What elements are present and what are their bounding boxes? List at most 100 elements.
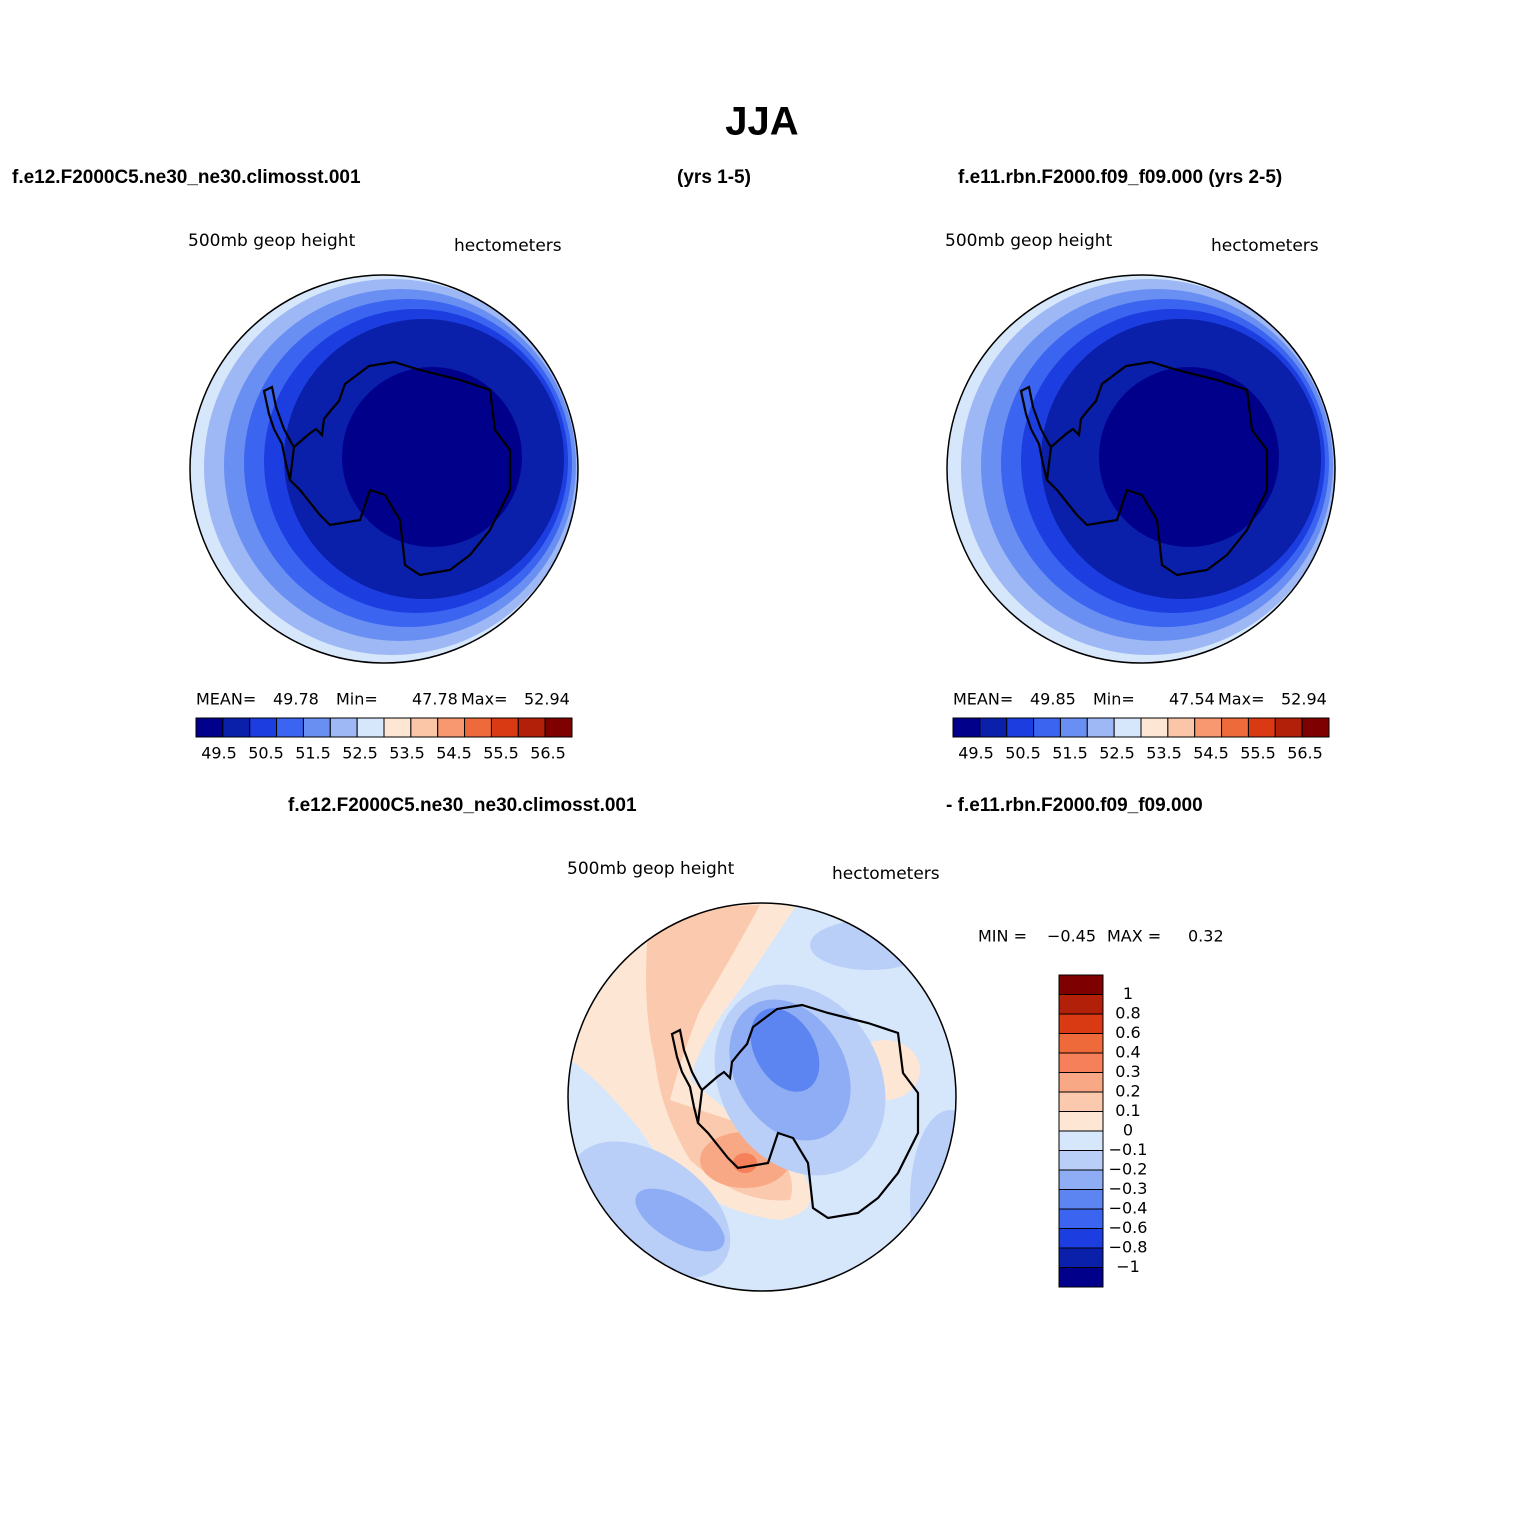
- stat-label: Min=: [336, 690, 378, 709]
- colorbar-box: [1058, 994, 1104, 1015]
- colorbar-label: 0.4: [1115, 1043, 1140, 1062]
- map-border: [189, 274, 579, 664]
- stat-label: MEAN=: [196, 690, 256, 709]
- colorbar-label: 56.5: [530, 744, 566, 763]
- map-border: [567, 902, 957, 1292]
- coastline: [1045, 360, 1269, 577]
- stat-label: Min=: [1093, 690, 1135, 709]
- colorbar-box: [1247, 717, 1276, 738]
- colorbar-box: [1058, 1130, 1104, 1151]
- colorbar-box: [1167, 717, 1196, 738]
- colorbar-box: [1113, 717, 1142, 738]
- colorbar-box: [979, 717, 1008, 738]
- stat-label: Max=: [1218, 690, 1264, 709]
- units-label: hectometers: [454, 236, 562, 256]
- colorbar-label: −1: [1116, 1257, 1140, 1276]
- colorbar-box: [1059, 717, 1088, 738]
- contour-band: [342, 367, 522, 547]
- map-border: [946, 274, 1336, 664]
- colorbar-box: [302, 717, 331, 738]
- colorbar-label: 0.6: [1115, 1023, 1140, 1042]
- colorbar-box: [1058, 1189, 1104, 1210]
- map: [947, 275, 1335, 663]
- stat-value: 52.94: [524, 690, 570, 709]
- coastline: [696, 1003, 920, 1220]
- header-left: f.e12.F2000C5.ne30_ne30.climosst.001: [12, 167, 361, 188]
- colorbar-label: −0.8: [1109, 1238, 1148, 1257]
- colorbar-label: −0.4: [1109, 1199, 1148, 1218]
- contour-band: [750, 1008, 820, 1092]
- colorbar-box: [517, 717, 546, 738]
- colorbar-box: [490, 717, 519, 738]
- stat-value: 49.85: [1030, 690, 1076, 709]
- colorbar-box: [1058, 1033, 1104, 1054]
- colorbar-box: [1058, 1072, 1104, 1093]
- colorbar-box: [1058, 1208, 1104, 1229]
- colorbar-label: 51.5: [295, 744, 331, 763]
- colorbar-label: 0.2: [1115, 1082, 1140, 1101]
- colorbar-box: [1058, 1228, 1104, 1249]
- contour-band: [646, 905, 792, 1201]
- contour-band: [910, 1110, 956, 1290]
- units-label: hectometers: [832, 864, 940, 884]
- stat-value: 0.32: [1188, 927, 1224, 946]
- stat-value: 47.78: [412, 690, 458, 709]
- colorbar-box: [1058, 1111, 1104, 1132]
- colorbar-label: 0.1: [1115, 1101, 1140, 1120]
- variable-label: 500mb geop height: [945, 231, 1113, 251]
- header-right: f.e11.rbn.F2000.f09_f09.000 (yrs 2-5): [958, 167, 1282, 188]
- colorbar-box: [1274, 717, 1303, 738]
- colorbar-box: [437, 717, 466, 738]
- diff-title-right: - f.e11.rbn.F2000.f09_f09.000: [946, 795, 1203, 816]
- colorbar-box: [1301, 717, 1330, 738]
- colorbar-box: [276, 717, 304, 738]
- stat-value: 47.54: [1169, 690, 1215, 709]
- colorbar-box: [1058, 1267, 1104, 1288]
- colorbar-box: [1058, 1052, 1104, 1073]
- coastline: [288, 360, 512, 577]
- colorbar-box: [1058, 1150, 1104, 1171]
- colorbar-label: 56.5: [1287, 744, 1323, 763]
- colorbar-label: 50.5: [248, 744, 284, 763]
- stat-value: −0.45: [1047, 927, 1096, 946]
- colorbar-box: [464, 717, 492, 738]
- diff-title-left: f.e12.F2000C5.ne30_ne30.climosst.001: [288, 795, 637, 816]
- colorbar-label: 0: [1123, 1121, 1133, 1140]
- colorbar-label: −0.1: [1109, 1140, 1148, 1159]
- colorbar-label: 49.5: [958, 744, 994, 763]
- contour-band: [635, 1188, 725, 1252]
- colorbar-label: 55.5: [1240, 744, 1276, 763]
- colorbar-box: [1086, 717, 1115, 738]
- stat-value: 49.78: [273, 690, 319, 709]
- stat-label: MAX =: [1107, 927, 1161, 946]
- colorbar-box: [1140, 717, 1169, 738]
- colorbar-box: [1058, 1169, 1104, 1190]
- colorbar-box: [1221, 717, 1249, 738]
- colorbar-box: [410, 717, 439, 738]
- contour-band: [810, 920, 930, 970]
- colorbar-box: [195, 717, 224, 738]
- contour-band: [733, 1153, 757, 1173]
- colorbar-label: 53.5: [389, 744, 425, 763]
- colorbar-label: 49.5: [201, 744, 237, 763]
- colorbar-box: [1058, 1013, 1104, 1034]
- figure-title: JJA: [725, 100, 798, 144]
- colorbar-label: 52.5: [1099, 744, 1135, 763]
- colorbar-box: [1058, 1091, 1104, 1112]
- header-middle: (yrs 1-5): [677, 167, 751, 188]
- colorbar-box: [1058, 1247, 1104, 1268]
- coastline: [670, 1028, 703, 1124]
- colorbar-box: [1194, 717, 1223, 738]
- colorbar-label: 0.8: [1115, 1004, 1140, 1023]
- map: [190, 275, 578, 663]
- colorbar-box: [329, 717, 358, 738]
- map: [568, 903, 956, 1291]
- colorbar-label: 1: [1123, 984, 1133, 1003]
- coastline: [262, 385, 295, 481]
- colorbar-label: 55.5: [483, 744, 519, 763]
- colorbar-box: [1033, 717, 1061, 738]
- colorbar-label: 53.5: [1146, 744, 1182, 763]
- units-label: hectometers: [1211, 236, 1319, 256]
- colorbar-box: [222, 717, 251, 738]
- coastline: [1019, 385, 1052, 481]
